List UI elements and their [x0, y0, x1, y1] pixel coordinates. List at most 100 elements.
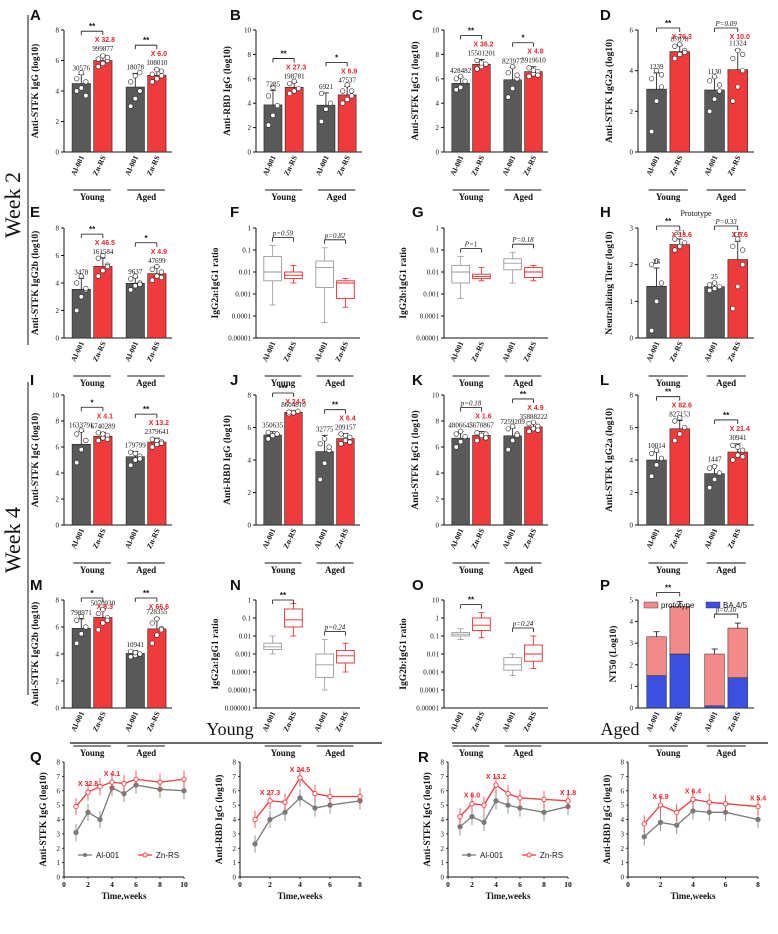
data-point	[653, 462, 660, 468]
bar-value-label: 87078	[671, 35, 689, 43]
data-point	[154, 263, 160, 270]
data-point	[526, 65, 532, 71]
x-tick-label: 6	[328, 880, 332, 889]
box	[315, 260, 334, 288]
y-tick-label: 5	[57, 802, 61, 810]
data-point	[505, 426, 511, 432]
y-tick-label: 8	[621, 759, 625, 767]
data-point	[462, 78, 468, 84]
data-point	[318, 90, 325, 97]
bar	[669, 244, 690, 339]
series-point	[121, 780, 127, 787]
data-point	[711, 476, 718, 483]
group-label: Aged	[136, 378, 156, 388]
data-point	[128, 276, 134, 282]
data-point	[740, 51, 746, 58]
data-point	[458, 439, 464, 445]
y-tick-label: 6	[56, 624, 60, 632]
data-point	[265, 122, 272, 128]
data-point	[265, 436, 271, 442]
y-tick-label: 0.01	[239, 269, 252, 277]
x-category-label: Al-001	[500, 710, 517, 733]
fold-change-label: X 6.0	[464, 793, 480, 800]
x-category-label: Zn-RS	[281, 710, 298, 733]
panel-label-n: N	[230, 577, 241, 594]
data-point	[649, 473, 655, 479]
data-point	[658, 72, 665, 78]
panel-r-right: 0 1 2 3 4 5 6 7 8 0 2 4 6 8 Anti-RBD IgG (log10) Time,w…	[602, 759, 766, 902]
series-point	[706, 799, 712, 805]
data-point	[270, 112, 276, 118]
data-point	[104, 617, 111, 623]
y-tick-label: 2	[56, 118, 60, 126]
box	[524, 644, 543, 662]
y-axis-title: Anti-STFK IgG1 (log10)	[410, 410, 421, 509]
legend-label-prototype: prototype	[661, 601, 695, 610]
y-tick-label: 1	[436, 615, 440, 623]
legend-label-al001: Al-001	[480, 851, 504, 860]
data-point	[672, 55, 678, 62]
legend-label-ba45: BA.4/5	[723, 601, 748, 610]
group-label: Aged	[325, 565, 345, 575]
y-axis-title: Anti-STFK IgG (log10)	[422, 772, 433, 866]
legend-swatch-prototype	[643, 601, 659, 609]
x-category-label: Zn-RS	[469, 154, 486, 177]
y-tick-label: 0	[56, 522, 60, 530]
fold-change-label: X 24.5	[285, 399, 305, 406]
fold-change-label: X 21.4	[730, 426, 750, 433]
bar-value-label: 9637	[128, 268, 143, 276]
significance-label: ***	[278, 384, 288, 393]
data-point	[535, 72, 541, 78]
data-point	[95, 273, 101, 279]
data-point	[453, 444, 459, 450]
data-point	[474, 437, 480, 444]
series-point	[157, 779, 163, 785]
bar-value-label: 11324	[729, 39, 747, 47]
y-tick-label: 0.01	[427, 269, 440, 277]
data-point	[478, 60, 485, 66]
y-tick-label: 0.0001	[420, 313, 440, 321]
data-point	[83, 285, 89, 292]
series-point	[541, 809, 547, 815]
significance-label: P=1	[464, 241, 478, 249]
fold-change-label: X 4.9	[527, 405, 543, 412]
bar	[524, 71, 543, 153]
y-tick-label: 0.0001	[232, 669, 252, 677]
y-tick-label: 4	[57, 816, 61, 824]
x-category-label: Al-001	[500, 527, 517, 550]
x-category-label: Al-001	[312, 710, 329, 733]
data-point	[510, 437, 516, 444]
significance-label: **	[143, 405, 150, 414]
x-category-label: Al-001	[69, 710, 86, 733]
data-point	[83, 437, 89, 444]
series-point	[73, 803, 79, 810]
significance-label: **	[723, 411, 730, 420]
y-tick-label: 2	[630, 489, 634, 497]
x-category-label: Zn-RS	[282, 154, 299, 177]
bar-ba45	[727, 677, 748, 709]
data-point	[730, 457, 736, 463]
data-point	[530, 419, 537, 425]
data-point	[128, 79, 134, 85]
fold-change-label: X 82.6	[672, 403, 692, 410]
x-tick-label: 8	[358, 880, 362, 889]
bar	[727, 69, 748, 153]
panel-g: 0.00001 0.0001 0.001 0.01 0.1 1 IgG2b:IgG1 rat…	[399, 225, 548, 388]
bar-value-label: 798971	[71, 609, 93, 617]
group-label: Young	[80, 192, 105, 202]
bar	[93, 435, 113, 526]
group-label: Young	[459, 192, 484, 202]
data-point	[707, 108, 713, 114]
data-point	[677, 41, 683, 47]
data-point	[740, 454, 746, 460]
data-point	[338, 431, 344, 437]
data-point	[649, 262, 655, 268]
data-point	[78, 447, 84, 453]
x-category-label: Zn-RS	[91, 340, 108, 363]
data-point	[158, 440, 165, 446]
week-2-label: Week 2	[0, 172, 25, 238]
bar-value-label: 108010	[146, 59, 168, 67]
data-point	[128, 287, 134, 293]
bar	[316, 104, 336, 153]
y-tick-label: 8	[56, 597, 60, 605]
